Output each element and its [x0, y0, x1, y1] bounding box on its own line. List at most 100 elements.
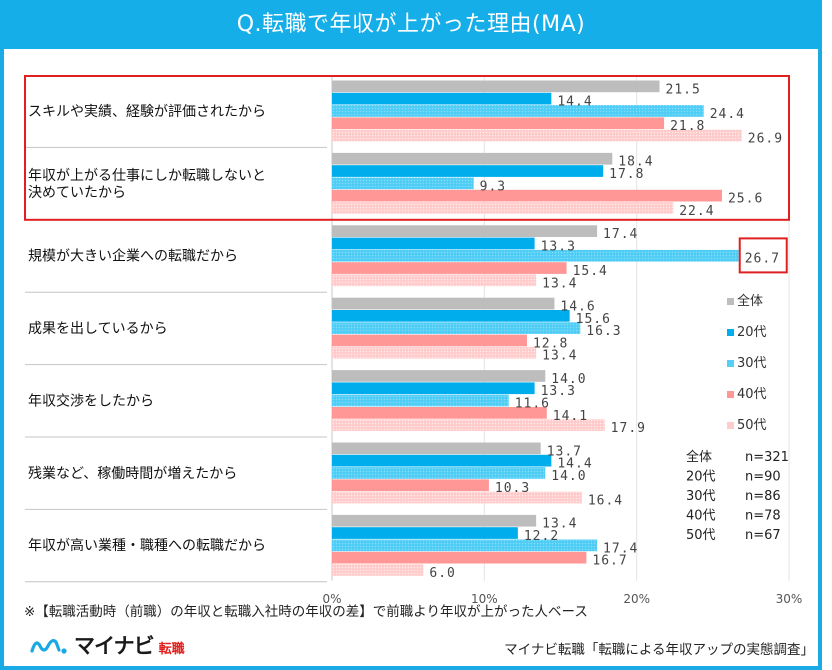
legend-label: 50代 — [737, 418, 767, 433]
data-label: 17.4 — [603, 541, 638, 556]
bar-40代 — [332, 262, 567, 274]
legend-swatch-全体 — [727, 298, 734, 305]
data-label: 16.3 — [586, 324, 621, 339]
data-label: 14.6 — [560, 300, 595, 315]
data-label: 13.3 — [541, 384, 576, 399]
bar-20代 — [332, 165, 604, 177]
category-label: スキルや実績、経験が評価されたから — [28, 104, 266, 120]
category-label: 規模が大きい企業への転職だから — [28, 248, 238, 265]
data-label: 15.6 — [576, 312, 611, 327]
category-label: 年収交渉をしたから — [28, 392, 154, 409]
bar-40代 — [332, 117, 665, 130]
data-label: 14.0 — [551, 469, 586, 484]
bars — [332, 80, 742, 576]
data-label: 9.3 — [480, 179, 506, 194]
bar-40代 — [332, 407, 547, 419]
bar-全体 — [332, 514, 537, 527]
footnote: ※【転職活動時（前職）の年収と転職入社時の年収の差】で前職より年収が上がった人ベ… — [24, 604, 588, 620]
legend: 全体 20代 30代 40代 50代 — [727, 293, 767, 433]
bar-40代 — [332, 479, 489, 492]
legend-label: 全体 — [737, 293, 763, 309]
legend-swatch-50代 — [727, 422, 734, 429]
category-label-line: 残業など、稼働時間が増えたから — [28, 466, 237, 482]
bar-20代 — [332, 382, 535, 395]
data-label: 13.4 — [542, 349, 577, 364]
bar-全体 — [332, 297, 555, 310]
x-tick-label: 20% — [623, 592, 650, 606]
data-label: 13.4 — [542, 276, 577, 291]
page-title: Q.転職で年収が上がった理由(MA) — [0, 0, 822, 49]
bar-全体 — [332, 225, 598, 237]
data-label: 11.6 — [515, 397, 550, 412]
x-tick-label: 10% — [471, 592, 498, 606]
data-label: 15.4 — [573, 264, 608, 279]
legend-label: 40代 — [737, 387, 767, 402]
bar-50代 — [332, 491, 582, 504]
sample-size-table: 全体 n=321 20代 n=90 30代 n=86 40代 n=78 50代 n=67 — [686, 449, 789, 543]
category-separators — [25, 146, 327, 583]
sample-group-label: 全体 — [686, 449, 712, 465]
bar-全体 — [332, 442, 541, 455]
bar-40代 — [332, 334, 527, 347]
x-tick-label: 0% — [322, 592, 341, 606]
sample-group-label: 20代 — [686, 470, 716, 485]
category-labels: スキルや実績、経験が評価されたから年収が上がる仕事にしか転職しないと決めていたか… — [28, 104, 266, 554]
bar-20代 — [332, 237, 535, 250]
data-label: 16.7 — [592, 554, 627, 569]
x-axis-ticks: 0% 10% 20% 30% — [322, 592, 802, 606]
bar-30代 — [332, 394, 509, 407]
data-label: 18.4 — [618, 155, 653, 170]
bar-30代 — [332, 322, 581, 334]
bar-20代 — [332, 454, 552, 467]
category-label-line: 年収が上がる仕事にしか転職しないと — [28, 168, 266, 184]
bar-50代 — [332, 564, 424, 576]
category-label: 成果を出しているから — [28, 321, 168, 337]
sample-size-value: n=67 — [745, 528, 781, 543]
category-label-line: スキルや実績、経験が評価されたから — [28, 104, 266, 120]
data-label: 22.4 — [679, 204, 714, 219]
data-label: 13.4 — [542, 517, 577, 532]
mynavi-wave-icon — [30, 639, 67, 654]
data-label: 6.0 — [429, 566, 455, 581]
data-label: 10.3 — [495, 481, 530, 496]
sample-group-label: 30代 — [686, 489, 716, 504]
data-label: 12.2 — [524, 529, 559, 544]
legend-swatch-30代 — [727, 360, 734, 367]
category-label: 年収が高い業種・職種への転職だから — [28, 537, 266, 554]
category-label-line: 年収が高い業種・職種への転職だから — [28, 537, 266, 554]
legend-label: 30代 — [737, 356, 767, 371]
category-label-line: 決めていたから — [28, 185, 126, 201]
bar-40代 — [332, 551, 587, 564]
data-label: 21.5 — [666, 82, 701, 97]
sample-group-label: 50代 — [686, 528, 716, 543]
bar-50代 — [332, 129, 742, 142]
category-label: 残業など、稼働時間が増えたから — [28, 466, 237, 482]
bar-50代 — [332, 202, 674, 214]
data-label: 17.4 — [603, 227, 638, 242]
bar-30代 — [332, 467, 546, 479]
bar-50代 — [332, 274, 537, 287]
data-label: 14.1 — [553, 409, 588, 424]
bar-30代 — [332, 249, 739, 262]
sample-size-value: n=90 — [745, 470, 781, 485]
data-label: 21.8 — [670, 119, 705, 134]
bar-50代 — [332, 346, 537, 359]
data-label: 13.7 — [547, 444, 582, 459]
bar-50代 — [332, 419, 605, 431]
bar-40代 — [332, 189, 722, 202]
data-label: 26.7 — [745, 252, 780, 267]
bar-20代 — [332, 310, 570, 322]
legend-swatch-40代 — [727, 391, 734, 398]
category-label: 年収が上がる仕事にしか転職しないと決めていたから — [28, 168, 266, 201]
bar-全体 — [332, 80, 660, 93]
category-label-line: 成果を出しているから — [28, 321, 168, 337]
highlight-box-categories — [24, 75, 790, 221]
legend-label: 20代 — [737, 325, 767, 340]
data-label: 26.9 — [748, 132, 783, 147]
bar-20代 — [332, 92, 552, 105]
category-label-line: 年収交渉をしたから — [28, 392, 154, 409]
bar-20代 — [332, 527, 518, 539]
sample-size-value: n=86 — [745, 489, 781, 504]
mynavi-logo: マイナビ 転職 — [30, 632, 185, 658]
